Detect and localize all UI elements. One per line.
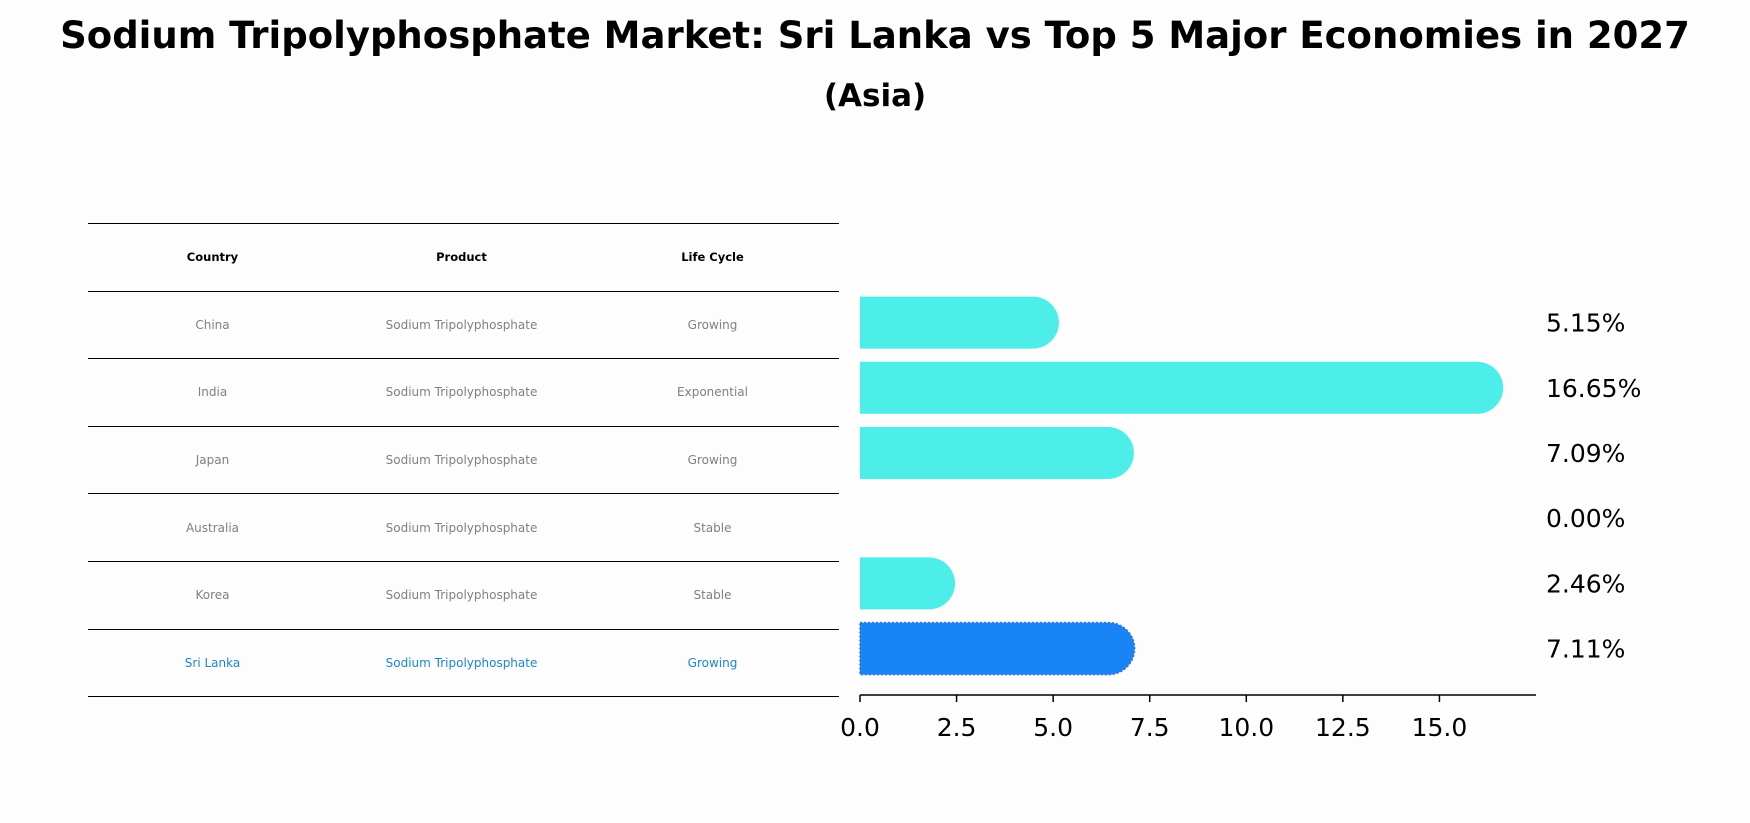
data-table: Country Product Life Cycle China Sodium … [88, 223, 839, 698]
bar-china [860, 296, 1059, 349]
header-life-cycle: Life Cycle [681, 250, 744, 265]
cell-life-cycle: Exponential [677, 385, 748, 400]
table-row-highlight: Sri Lanka Sodium Tripolyphosphate Growin… [88, 628, 839, 698]
cell-country: Sri Lanka [184, 655, 241, 670]
table-row: Korea Sodium Tripolyphosphate Stable [88, 560, 839, 629]
cell-product: Sodium Tripolyphosphate [385, 655, 538, 670]
cell-life-cycle: Growing [687, 453, 738, 468]
cell-product: Sodium Tripolyphosphate [385, 588, 538, 603]
chart-title: Sodium Tripolyphosphate Market: Sri Lank… [60, 14, 1690, 57]
x-tick-label: 2.5 [937, 713, 977, 742]
cell-life-cycle: Stable [693, 520, 732, 535]
cell-life-cycle: Stable [693, 588, 732, 603]
cell-product: Sodium Tripolyphosphate [385, 520, 538, 535]
x-tick-label: 10.0 [1218, 713, 1274, 742]
cell-life-cycle: Growing [687, 655, 738, 670]
bar-sri-lanka [859, 621, 1136, 676]
x-tick-label: 15.0 [1412, 713, 1468, 742]
header-product: Product [436, 250, 487, 265]
x-tick-label: 12.5 [1315, 713, 1371, 742]
chart-subtitle: (Asia) [823, 78, 927, 114]
x-tick-label: 5.0 [1033, 713, 1073, 742]
cell-product: Sodium Tripolyphosphate [385, 453, 538, 468]
table-row: China Sodium Tripolyphosphate Growing [88, 290, 839, 359]
value-label-india: 16.65% [1546, 374, 1641, 403]
table-row: Australia Sodium Tripolyphosphate Stable [88, 493, 839, 561]
x-tick-label: 7.5 [1130, 713, 1170, 742]
cell-product: Sodium Tripolyphosphate [385, 317, 538, 332]
bar-korea [860, 557, 956, 610]
cell-country: Korea [195, 588, 230, 603]
table-row: India Sodium Tripolyphosphate Exponentia… [88, 358, 839, 426]
value-label-japan: 7.09% [1546, 439, 1625, 468]
table-row: Japan Sodium Tripolyphosphate Growing [88, 425, 839, 494]
table-header-row: Country Product Life Cycle [88, 223, 839, 291]
cell-product: Sodium Tripolyphosphate [385, 385, 538, 400]
x-tick-label: 0.0 [840, 713, 880, 742]
cell-country: China [195, 317, 230, 332]
value-label-sri-lanka: 7.11% [1546, 635, 1625, 664]
bar-japan [860, 427, 1134, 479]
cell-life-cycle: Growing [687, 317, 738, 332]
cell-country: India [197, 385, 228, 400]
cell-country: Japan [195, 453, 230, 468]
value-label-australia: 0.00% [1546, 504, 1625, 533]
value-label-china: 5.15% [1546, 309, 1625, 338]
cell-country: Australia [185, 520, 240, 535]
header-country: Country [186, 250, 239, 265]
bar-india [860, 361, 1504, 414]
value-label-korea: 2.46% [1546, 569, 1625, 598]
